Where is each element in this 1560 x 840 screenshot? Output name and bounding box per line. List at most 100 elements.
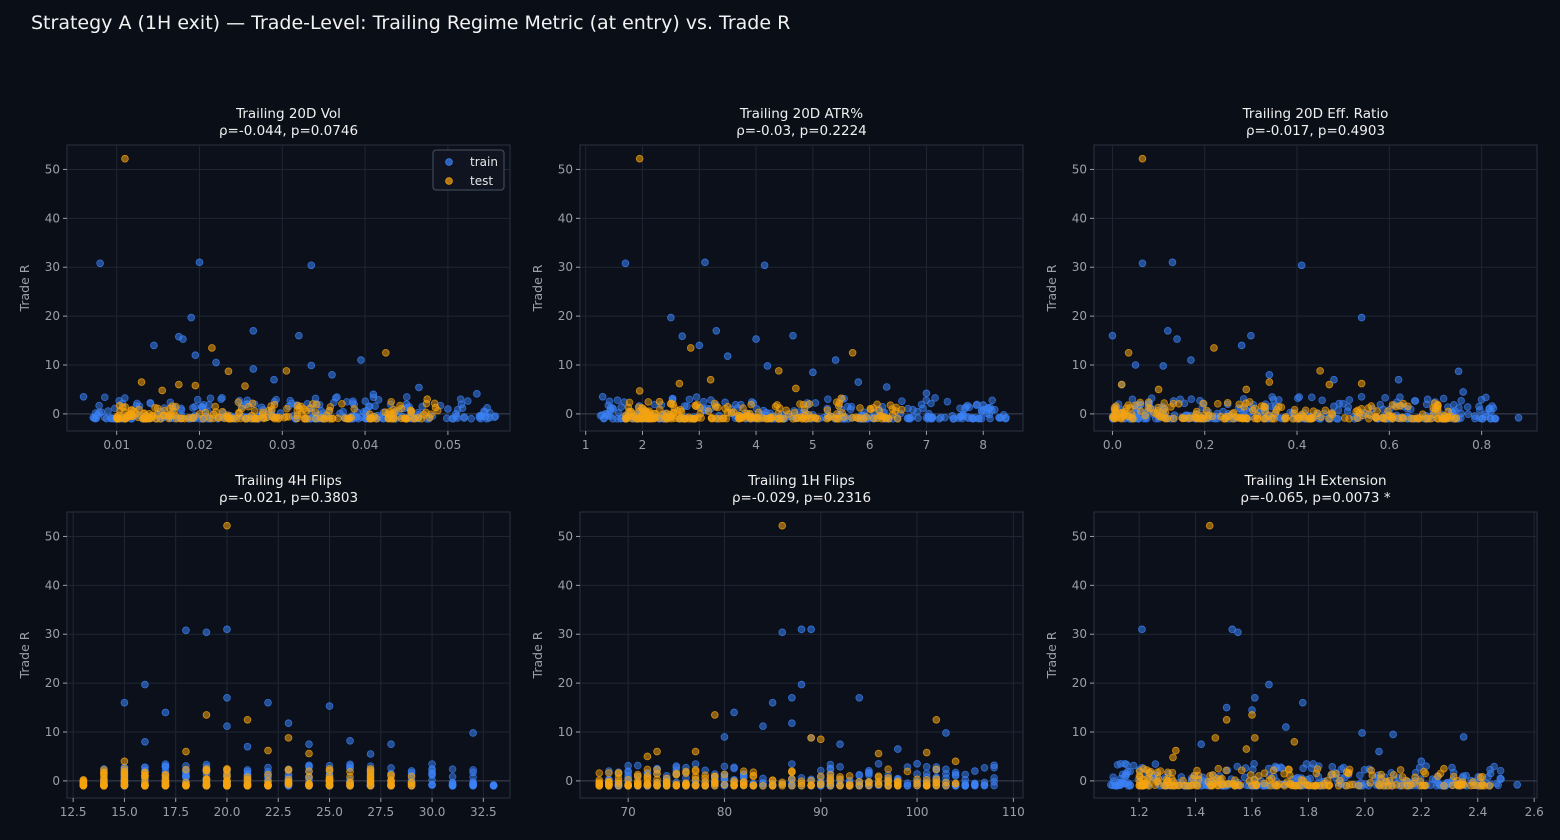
x-tick-label: 0.0	[1103, 438, 1122, 452]
scatter-point	[267, 402, 275, 410]
scatter-point	[639, 414, 648, 422]
scatter-point	[1108, 413, 1117, 422]
scatter-point	[836, 740, 844, 749]
scatter-point	[739, 767, 748, 776]
y-tick-label: 20	[1072, 676, 1087, 690]
panel-stats: ρ=-0.017, p=0.4903	[1246, 123, 1385, 139]
scatter-point	[350, 405, 359, 413]
scatter-point	[898, 397, 906, 405]
y-tick-label: 0	[1079, 407, 1087, 421]
scatter-point	[1187, 395, 1196, 403]
scatter-point	[121, 154, 129, 163]
scatter-point	[1388, 401, 1397, 409]
scatter-point	[1459, 733, 1468, 741]
scatter-point	[1434, 414, 1443, 423]
scatter-point	[942, 769, 950, 778]
y-tick-label: 30	[1072, 260, 1087, 274]
scatter-point	[218, 407, 227, 416]
scatter-point	[635, 387, 644, 395]
scatter-point	[1398, 773, 1407, 781]
scatter-point	[1379, 414, 1387, 423]
scatter-point	[325, 766, 334, 775]
scatter-point	[931, 394, 939, 402]
scatter-point	[100, 778, 108, 787]
x-tick-label: 110	[1002, 805, 1025, 819]
y-tick-label: 10	[1072, 358, 1087, 372]
scatter-point	[153, 404, 162, 413]
scatter-point	[816, 780, 825, 789]
scatter-point	[893, 414, 902, 423]
scatter-point	[1138, 154, 1147, 163]
scatter-point	[816, 772, 825, 781]
scatter-point	[1282, 414, 1291, 423]
scatter-point	[903, 414, 912, 422]
scatter-point	[736, 411, 744, 420]
scatter-point	[1115, 778, 1123, 787]
scatter-point	[805, 414, 814, 423]
scatter-point	[1108, 331, 1117, 340]
scatter-point	[884, 765, 892, 774]
scatter-point	[1234, 628, 1242, 637]
scatter-point	[1126, 403, 1134, 412]
scatter-point	[799, 400, 808, 409]
y-tick-label: 40	[558, 211, 573, 225]
scatter-point	[406, 406, 415, 415]
scatter-point	[749, 781, 758, 790]
scatter-point	[485, 413, 494, 422]
scatter-point	[1376, 400, 1385, 409]
scatter-point	[691, 781, 700, 790]
scatter-point	[692, 393, 701, 401]
scatter-point	[768, 698, 777, 707]
scatter-point	[706, 375, 715, 384]
scatter-point	[325, 702, 334, 710]
y-tick-label: 20	[558, 676, 573, 690]
legend-label-test: test	[470, 174, 493, 188]
scatter-point	[866, 405, 875, 414]
scatter-point	[212, 358, 220, 367]
scatter-point	[865, 779, 873, 787]
scatter-point	[595, 780, 604, 788]
x-tick-label: 7	[923, 438, 931, 452]
scatter-point	[1253, 411, 1261, 420]
scatter-point	[739, 781, 748, 790]
scatter-point	[366, 778, 375, 786]
scatter-point	[1193, 766, 1201, 775]
scatter-point	[848, 348, 857, 357]
scatter-point	[836, 763, 844, 771]
scatter-point	[453, 414, 462, 422]
scatter-point	[695, 341, 704, 350]
y-tick-label: 50	[558, 162, 573, 176]
scatter-point	[855, 771, 864, 780]
scatter-point	[743, 412, 752, 420]
scatter-point	[172, 414, 181, 423]
scatter-point	[286, 396, 294, 405]
scatter-point	[1222, 413, 1230, 421]
scatter-point	[79, 392, 88, 401]
scatter-point	[120, 778, 129, 786]
scatter-point	[653, 747, 661, 756]
scatter-point	[236, 414, 245, 423]
scatter-point	[1343, 407, 1352, 415]
scatter-point	[1482, 393, 1490, 402]
scatter-point	[809, 368, 817, 377]
y-tick-label: 30	[45, 260, 60, 274]
scatter-point	[349, 397, 357, 405]
scatter-point	[720, 733, 729, 741]
scatter-point	[150, 341, 158, 350]
scatter-point	[120, 698, 129, 707]
scatter-point	[1382, 777, 1390, 786]
scatter-point	[1198, 414, 1206, 422]
scatter-point	[1328, 763, 1337, 771]
scatter-point	[182, 626, 190, 635]
scatter-point	[685, 395, 694, 404]
scatter-point	[1232, 413, 1240, 421]
scatter-point	[264, 746, 272, 755]
scatter-point	[956, 404, 964, 413]
legend-marker-train	[445, 158, 453, 166]
scatter-point	[328, 370, 336, 379]
scatter-point	[161, 708, 170, 717]
panel-3: 0 10 20 30 40 50 0.0 0.2 0.4 0.6 0.8 Trailing 20D E…	[1044, 106, 1538, 452]
scatter-point	[605, 769, 613, 777]
y-axis-label: Trade R	[1044, 264, 1059, 312]
scatter-point	[1366, 778, 1375, 787]
